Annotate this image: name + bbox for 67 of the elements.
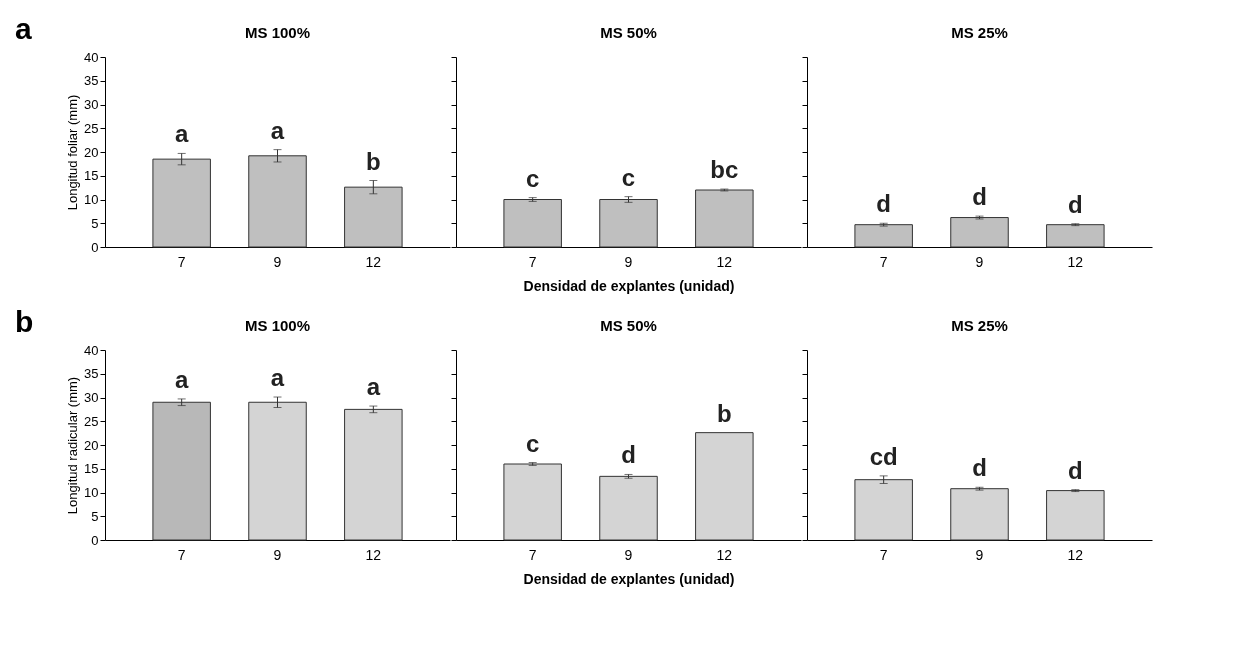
y-tick-label: 10 xyxy=(84,192,99,207)
chart-title: MS 100% xyxy=(244,317,311,334)
annotation: c xyxy=(525,429,540,457)
annotation: a xyxy=(270,116,285,144)
annotation: d xyxy=(876,190,891,218)
y-axis-title: Longitud foliar (mm) xyxy=(65,94,81,211)
annotation: d xyxy=(1068,190,1083,218)
chart-title: MS 50% xyxy=(600,317,657,334)
annotation: c xyxy=(525,164,540,192)
y-tick-label: 40 xyxy=(84,342,99,358)
x-tick-label: 7 xyxy=(528,253,537,270)
y-tick-label: 0 xyxy=(91,532,99,548)
x-tick-label: 7 xyxy=(177,546,186,563)
bar xyxy=(152,158,211,248)
annotation: d xyxy=(1068,456,1083,484)
annotation: cd xyxy=(869,442,898,470)
y-tick-label: 5 xyxy=(91,508,99,524)
annotation: d xyxy=(972,454,987,482)
y-tick-label: 30 xyxy=(84,390,99,405)
annotation: a xyxy=(174,120,189,148)
annotation: bc xyxy=(710,156,739,184)
y-tick-label: 10 xyxy=(84,485,99,500)
x-axis-title: Densidad de explantes (unidad) xyxy=(523,570,735,587)
x-tick-label: 9 xyxy=(624,253,633,270)
y-axis-title: Longitud radicular (mm) xyxy=(65,376,81,515)
x-tick-label: 12 xyxy=(1067,253,1084,270)
y-tick-label: 15 xyxy=(84,168,99,184)
annotation: b xyxy=(717,399,732,427)
y-tick-label: 15 xyxy=(84,461,99,477)
x-tick-label: 7 xyxy=(879,546,888,563)
annotation: c xyxy=(621,163,636,191)
annotation: b xyxy=(366,147,381,175)
x-tick-label: 12 xyxy=(1067,546,1084,563)
y-tick-label: 20 xyxy=(84,437,99,453)
y-tick-label: 25 xyxy=(84,413,99,429)
annotation: d xyxy=(621,441,636,469)
x-tick-label: 7 xyxy=(177,253,186,270)
annotation: a xyxy=(366,373,381,401)
x-tick-label: 9 xyxy=(624,546,633,563)
x-tick-label: 12 xyxy=(365,253,382,270)
x-axis-title: Densidad de explantes (unidad) xyxy=(523,277,735,294)
text: a xyxy=(15,12,32,45)
y-tick-label: 35 xyxy=(84,366,99,382)
text: b xyxy=(15,305,34,338)
annotation: a xyxy=(270,364,285,392)
annotation: d xyxy=(972,183,987,211)
x-tick-label: 9 xyxy=(975,546,984,563)
x-tick-label: 9 xyxy=(273,546,282,563)
x-tick-label: 12 xyxy=(365,546,382,563)
annotation: a xyxy=(174,365,189,393)
y-tick-label: 20 xyxy=(84,144,99,160)
y-tick-label: 5 xyxy=(91,215,99,231)
x-tick-label: 9 xyxy=(975,253,984,270)
chart-title: MS 25% xyxy=(951,317,1008,334)
y-tick-label: 0 xyxy=(91,239,99,255)
y-tick-label: 35 xyxy=(84,73,99,89)
chart-title: MS 50% xyxy=(600,24,657,41)
x-tick-label: 9 xyxy=(273,253,282,270)
y-tick-label: 25 xyxy=(84,120,99,136)
x-tick-label: 7 xyxy=(528,546,537,563)
y-tick-label: 30 xyxy=(84,97,99,112)
x-tick-label: 7 xyxy=(879,253,888,270)
x-tick-label: 12 xyxy=(716,546,733,563)
chart-title: MS 100% xyxy=(244,24,311,41)
chart-title: MS 25% xyxy=(951,24,1008,41)
y-tick-label: 40 xyxy=(84,49,99,65)
x-tick-label: 12 xyxy=(716,253,733,270)
